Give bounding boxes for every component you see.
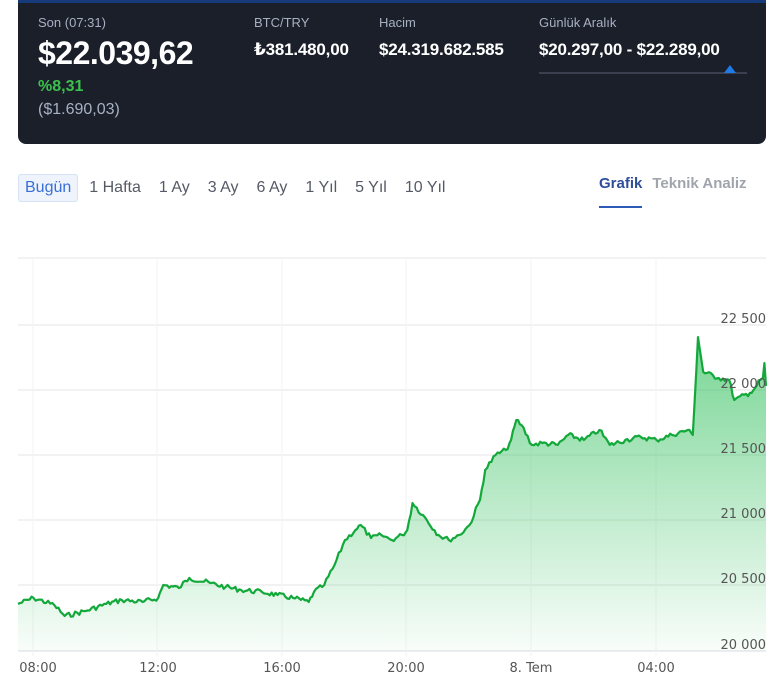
y-tick-20000: 20 000 (720, 638, 767, 653)
last-price-block: Son (07:31) $22.039,62 %8,31 ($1.690,03) (38, 15, 194, 119)
last-price-value: $22.039,62 (38, 35, 194, 71)
volume-label: Hacim (379, 15, 416, 30)
period-5-years[interactable]: 5 Yıl (355, 179, 387, 196)
period-1-week[interactable]: 1 Hafta (89, 179, 141, 196)
period-1-year[interactable]: 1 Yıl (305, 179, 338, 196)
tab-technical-analysis[interactable]: Teknik Analiz (652, 175, 747, 192)
period-10-years[interactable]: 10 Yıl (404, 179, 446, 196)
daily-range-block: Günlük Aralık $20.297,00 - $22.289,00 (539, 15, 749, 74)
x-tick-1600: 16:00 (263, 661, 301, 676)
x-tick-0400: 04:00 (637, 661, 675, 676)
pair-block: BTC/TRY ₺381.480,00 (254, 15, 349, 60)
volume-block: Hacim $24.319.682.585 (379, 15, 504, 60)
price-line (17, 336, 768, 618)
daily-range-label: Günlük Aralık (539, 15, 617, 30)
period-3-months[interactable]: 3 Ay (207, 179, 239, 196)
quote-summary-card: Son (07:31) $22.039,62 %8,31 ($1.690,03)… (18, 0, 766, 144)
daily-range-track (539, 72, 747, 74)
pair-label: BTC/TRY (254, 15, 310, 30)
tab-chart[interactable]: Grafik (599, 175, 643, 208)
daily-range-value: $20.297,00 - $22.289,00 (539, 40, 720, 59)
view-tabs: Grafik Teknik Analiz (599, 175, 747, 208)
price-area-fill (18, 337, 766, 651)
period-1-month[interactable]: 1 Ay (158, 179, 190, 196)
y-tick-22500: 22 500 (720, 312, 767, 327)
last-price-label: Son (07:31) (38, 15, 106, 30)
period-6-months[interactable]: 6 Ay (256, 179, 288, 196)
y-tick-22000: 22 000 (720, 377, 767, 392)
volume-value: $24.319.682.585 (379, 40, 504, 59)
range-marker-triangle-icon (724, 65, 736, 73)
change-percent: %8,31 (38, 78, 84, 95)
x-tick-2000: 20:00 (387, 661, 425, 676)
price-chart[interactable]: 22 500 22 000 21 500 21 000 20 500 20 00… (0, 240, 780, 680)
top-accent-band (18, 0, 766, 3)
period-today[interactable]: Bugün (18, 174, 79, 202)
y-tick-21000: 21 000 (720, 507, 767, 522)
x-tick-8-tem: 8. Tem (509, 661, 553, 676)
pair-value: ₺381.480,00 (254, 40, 349, 59)
x-tick-0800: 08:00 (19, 661, 57, 676)
change-absolute: ($1.690,03) (38, 101, 120, 118)
y-tick-21500: 21 500 (720, 442, 767, 457)
period-selector: Bugün 1 Hafta 1 Ay 3 Ay 6 Ay 1 Yıl 5 Yıl… (18, 174, 456, 202)
price-chart-plot (17, 257, 768, 656)
y-tick-20500: 20 500 (720, 572, 767, 587)
x-tick-1200: 12:00 (139, 661, 177, 676)
